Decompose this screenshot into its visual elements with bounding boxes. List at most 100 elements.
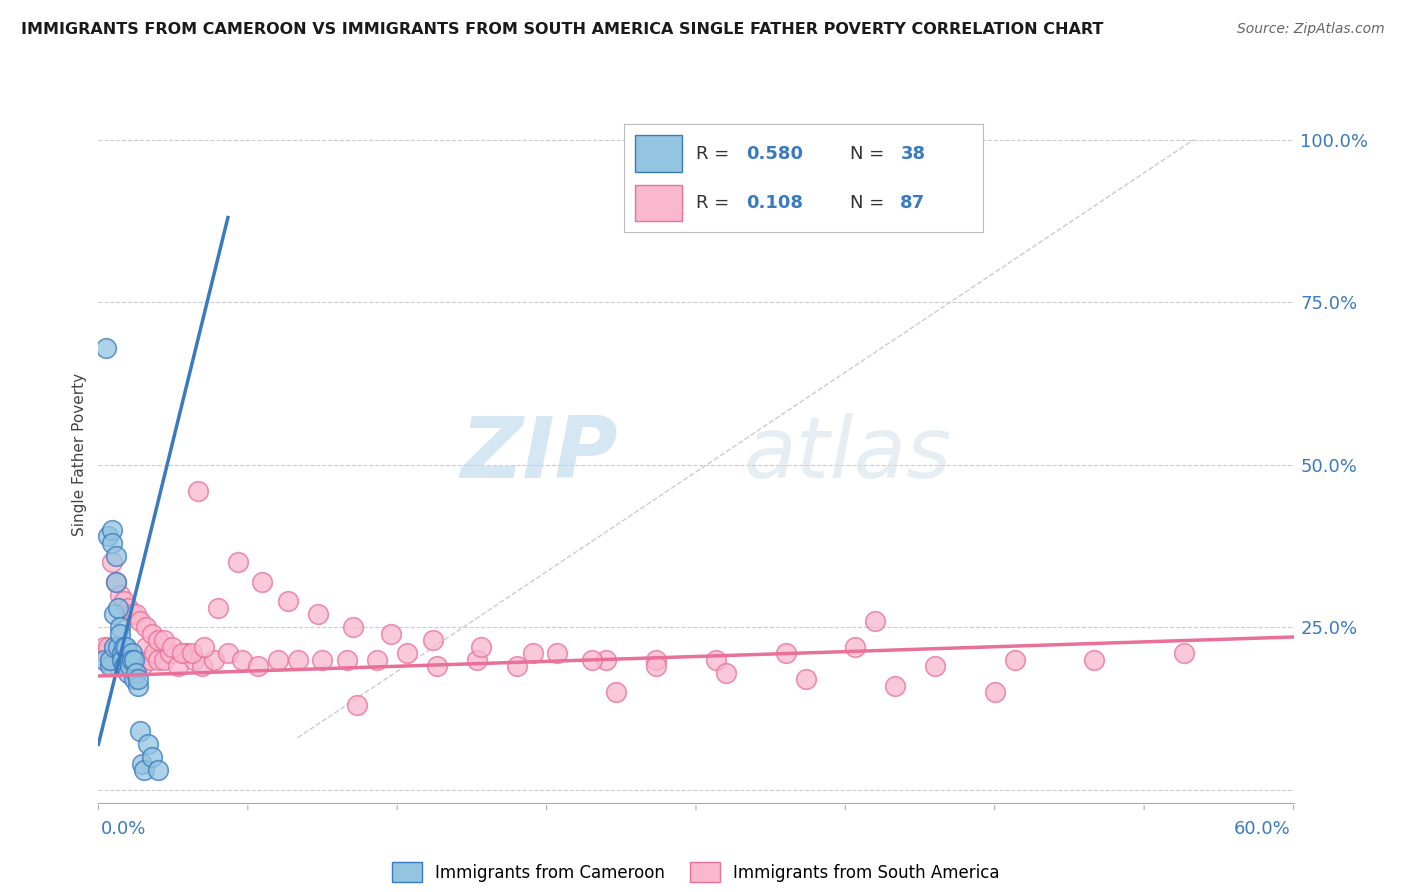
Point <box>129 724 152 739</box>
Text: Source: ZipAtlas.com: Source: ZipAtlas.com <box>1237 22 1385 37</box>
Point <box>115 640 138 654</box>
Point <box>181 646 204 660</box>
Point <box>111 653 134 667</box>
Point <box>250 574 273 589</box>
Point <box>924 659 946 673</box>
Point <box>167 659 190 673</box>
Point <box>125 607 148 622</box>
Point <box>153 633 176 648</box>
Point <box>117 646 139 660</box>
Y-axis label: Single Father Poverty: Single Father Poverty <box>72 374 87 536</box>
Point <box>103 640 125 654</box>
Point <box>277 594 299 608</box>
Point <box>131 659 153 673</box>
Point <box>159 646 181 660</box>
Point <box>426 659 449 673</box>
Point <box>105 646 128 660</box>
Point <box>117 600 139 615</box>
Point <box>581 653 603 667</box>
Point <box>172 646 194 660</box>
Point <box>120 653 142 667</box>
Point <box>121 646 143 660</box>
Point <box>217 646 239 660</box>
Point <box>470 640 492 654</box>
Point <box>884 679 907 693</box>
Point <box>110 653 132 667</box>
Point <box>98 653 122 667</box>
Point <box>107 640 129 654</box>
Point <box>187 483 209 498</box>
Point <box>287 653 309 667</box>
Point <box>105 574 128 589</box>
Point <box>129 614 152 628</box>
Point <box>645 653 668 667</box>
Point <box>191 659 214 673</box>
Point <box>117 653 139 667</box>
Point <box>714 665 737 680</box>
Point <box>97 529 120 543</box>
Text: 0.0%: 0.0% <box>101 820 146 838</box>
Point <box>148 633 170 648</box>
Point <box>93 640 115 654</box>
Point <box>1173 646 1195 660</box>
Point <box>193 640 215 654</box>
Point <box>307 607 329 622</box>
Point <box>115 659 138 673</box>
Point <box>522 646 544 660</box>
Point <box>103 653 125 667</box>
Point <box>342 620 364 634</box>
Point <box>605 685 627 699</box>
Point <box>115 659 138 673</box>
Point <box>103 607 125 622</box>
Point <box>231 653 253 667</box>
Point <box>124 653 146 667</box>
Point <box>125 659 148 673</box>
Point <box>595 653 617 667</box>
Point <box>112 659 135 673</box>
Point <box>645 659 668 673</box>
Point <box>226 555 249 569</box>
Point <box>98 653 122 667</box>
Point <box>267 653 290 667</box>
Point <box>111 640 134 654</box>
Point <box>127 672 149 686</box>
Point <box>202 653 225 667</box>
Point <box>139 653 162 667</box>
Point <box>346 698 368 713</box>
Point <box>101 523 124 537</box>
Point <box>131 756 153 771</box>
Point <box>120 659 142 673</box>
Point <box>141 626 163 640</box>
Point <box>136 737 159 751</box>
Point <box>207 600 229 615</box>
Point <box>246 659 269 673</box>
Point <box>127 653 149 667</box>
Point <box>174 646 197 660</box>
Point <box>112 640 135 654</box>
Point <box>111 646 134 660</box>
Point <box>422 633 444 648</box>
Point <box>125 665 148 680</box>
Point <box>135 620 157 634</box>
Point <box>105 574 128 589</box>
Point <box>336 653 359 667</box>
Point <box>107 600 129 615</box>
Point <box>98 659 122 673</box>
Point <box>775 646 797 660</box>
Point <box>143 646 166 660</box>
Point <box>1004 653 1026 667</box>
Point <box>983 685 1005 699</box>
Point <box>183 653 205 667</box>
Point <box>546 646 568 660</box>
Point <box>112 594 135 608</box>
Point <box>112 653 135 667</box>
Point <box>97 640 120 654</box>
Point <box>1083 653 1105 667</box>
Point <box>465 653 488 667</box>
Point <box>148 764 170 778</box>
Point <box>110 626 132 640</box>
Point <box>96 341 118 355</box>
Point <box>311 653 333 667</box>
Point <box>101 659 124 673</box>
Point <box>120 653 142 667</box>
